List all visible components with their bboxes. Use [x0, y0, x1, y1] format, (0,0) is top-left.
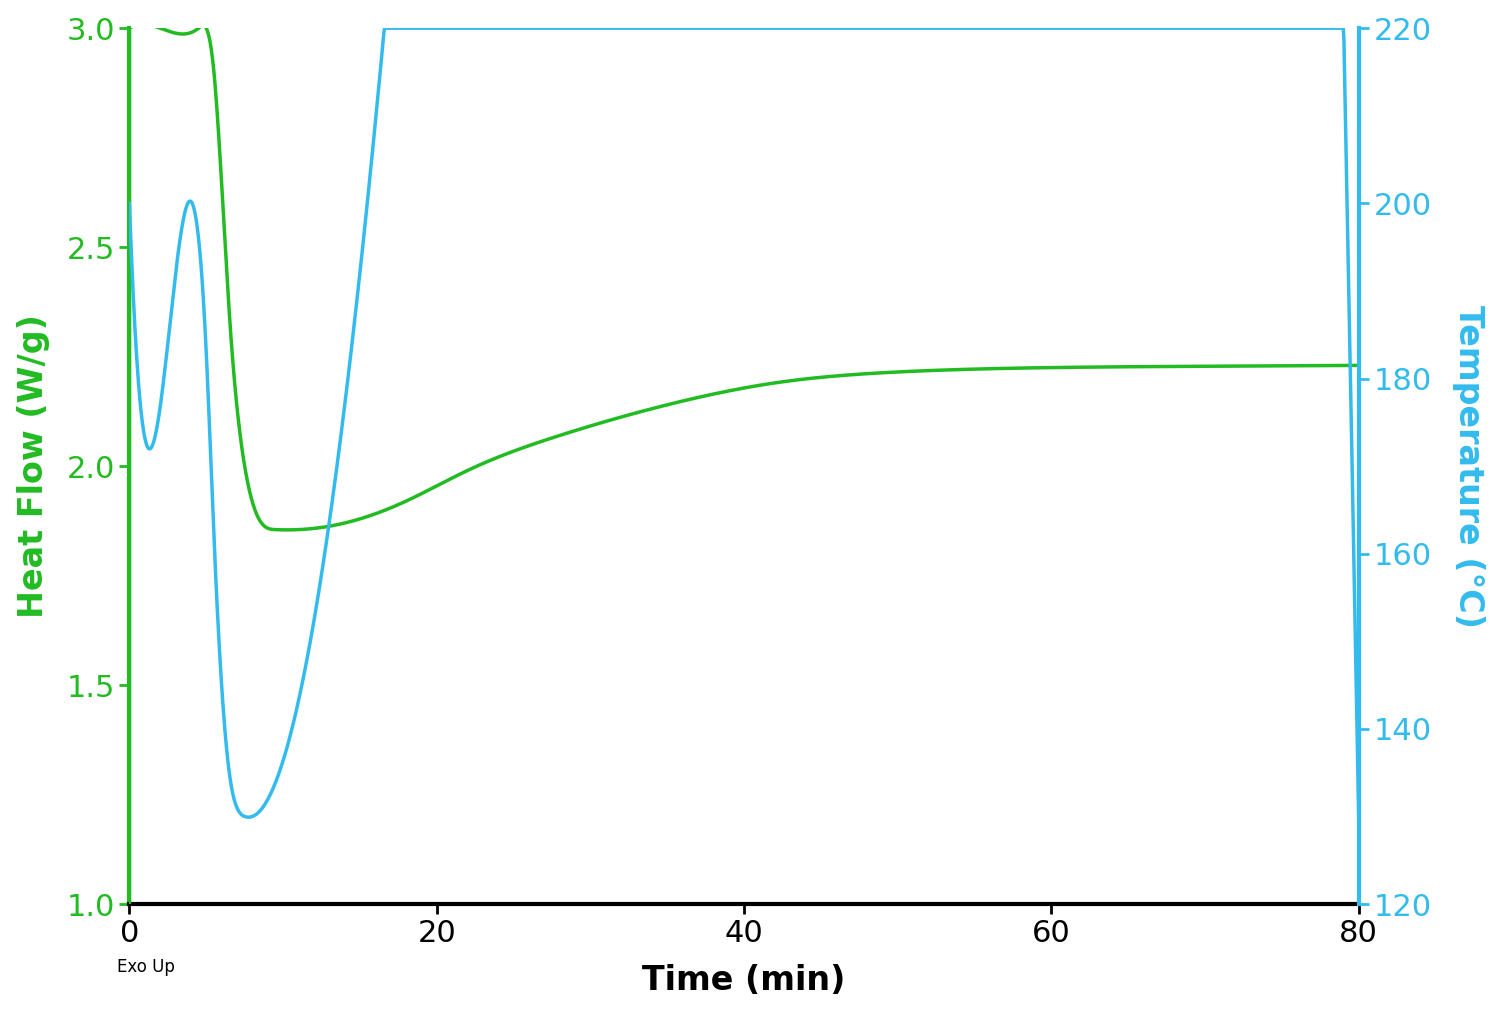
- Text: Exo Up: Exo Up: [117, 958, 176, 976]
- X-axis label: Time (min): Time (min): [643, 964, 846, 998]
- Y-axis label: Temperature (°C): Temperature (°C): [1452, 304, 1485, 628]
- Y-axis label: Heat Flow (W/g): Heat Flow (W/g): [17, 314, 50, 619]
